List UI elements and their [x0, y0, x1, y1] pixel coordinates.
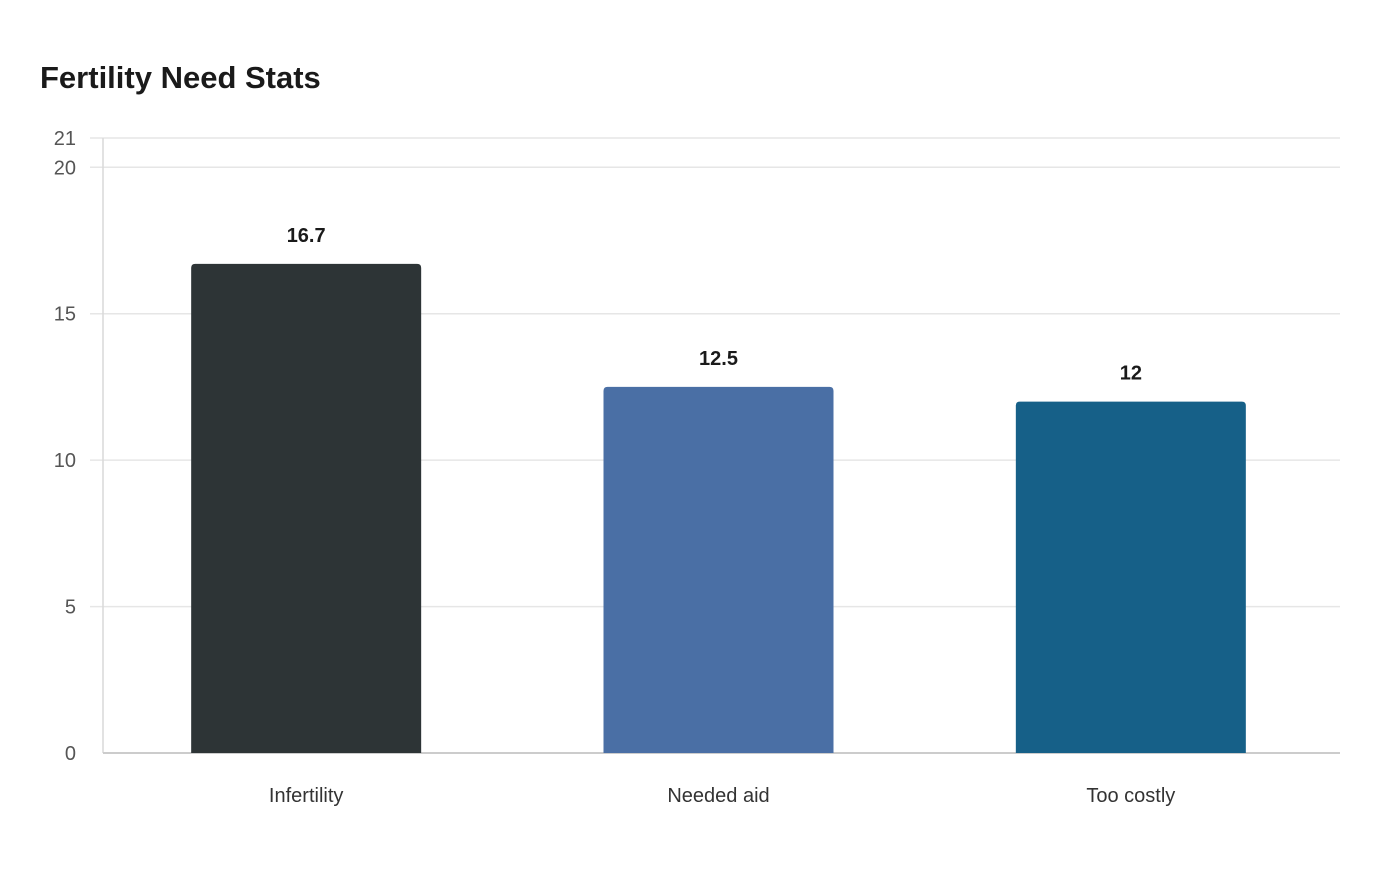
data-labels: 16.7 12.5 12 — [287, 225, 1142, 385]
x-category-label: Infertility — [269, 785, 343, 807]
bar-too-costly[interactable] — [1015, 401, 1246, 753]
x-category-label: Too costly — [1086, 785, 1175, 807]
bar-needed-aid[interactable] — [603, 386, 834, 753]
y-tick-label: 5 — [65, 597, 76, 619]
x-axis-categories: Infertility Needed aid Too costly — [269, 785, 1175, 807]
data-label: 12 — [1120, 363, 1142, 385]
y-tick-label: 21 — [54, 128, 76, 150]
y-tick-label: 20 — [54, 157, 76, 179]
data-label: 12.5 — [699, 348, 738, 370]
data-label: 16.7 — [287, 225, 326, 247]
x-category-label: Needed aid — [667, 785, 769, 807]
bar-infertility[interactable] — [191, 263, 422, 753]
y-tick-label: 10 — [54, 450, 76, 472]
chart-title: Fertility Need Stats — [40, 60, 321, 95]
y-axis-ticks: 0 5 10 15 20 21 — [54, 128, 76, 765]
y-tick-label: 0 — [65, 743, 76, 765]
bars — [191, 263, 1246, 753]
y-tick-label: 15 — [54, 304, 76, 326]
